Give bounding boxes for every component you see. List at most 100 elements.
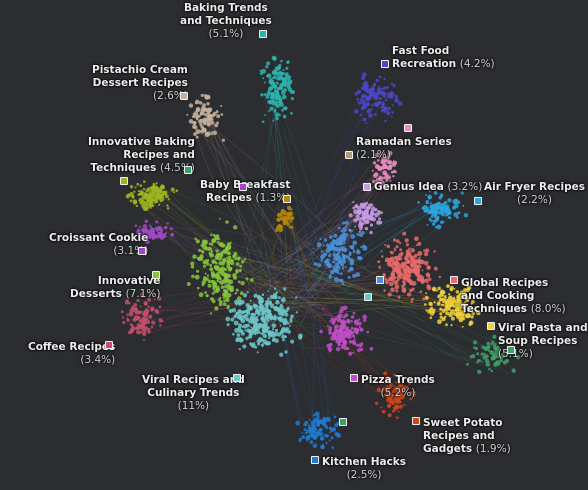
cluster-pizza — [319, 305, 374, 356]
graph-node — [157, 189, 161, 192]
graph-node — [256, 339, 262, 344]
graph-node — [186, 113, 189, 116]
graph-node — [343, 256, 346, 260]
graph-node — [135, 326, 139, 331]
graph-node — [393, 255, 397, 259]
graph-node — [333, 415, 337, 419]
graph-node — [242, 293, 248, 298]
graph-node — [287, 216, 291, 221]
edge — [196, 129, 328, 269]
graph-node — [362, 202, 367, 208]
graph-node — [304, 420, 309, 425]
graph-node — [268, 110, 271, 113]
graph-node — [282, 114, 287, 119]
graph-node — [240, 281, 245, 286]
edge — [283, 312, 307, 435]
graph-node — [385, 387, 388, 390]
graph-node — [389, 164, 393, 169]
graph-node — [142, 187, 146, 191]
graph-node — [329, 320, 332, 323]
graph-node — [239, 291, 244, 296]
graph-node — [459, 308, 462, 312]
graph-node — [398, 258, 401, 261]
graph-node — [207, 279, 212, 284]
graph-node — [436, 224, 442, 230]
graph-node — [425, 292, 428, 295]
label-kitchen-hacks: Kitchen Hacks (2.5%) — [322, 456, 407, 481]
graph-node — [263, 93, 267, 96]
graph-node — [404, 272, 409, 277]
graph-node — [271, 327, 275, 331]
graph-node — [275, 98, 278, 101]
graph-node — [210, 250, 214, 253]
graph-node — [271, 101, 276, 106]
graph-node — [210, 242, 214, 246]
graph-node — [461, 325, 464, 328]
graph-node — [281, 313, 285, 317]
graph-node — [206, 110, 211, 115]
graph-node — [278, 97, 283, 102]
graph-node — [351, 339, 356, 344]
graph-node — [155, 228, 158, 231]
graph-node — [386, 244, 391, 249]
marker-croissant — [138, 247, 146, 255]
graph-node — [253, 304, 259, 310]
marker-sweet-potato — [412, 417, 420, 425]
graph-node — [348, 253, 352, 256]
graph-node — [217, 265, 220, 268]
graph-node — [245, 336, 249, 341]
graph-node — [425, 272, 431, 277]
graph-node — [159, 324, 162, 327]
graph-node — [342, 260, 347, 264]
graph-node — [261, 120, 265, 124]
graph-node — [260, 93, 264, 97]
graph-node — [237, 323, 243, 328]
graph-node — [435, 219, 438, 222]
graph-node — [348, 340, 353, 344]
graph-node — [226, 260, 231, 266]
graph-node — [346, 326, 349, 329]
graph-node — [298, 335, 303, 340]
graph-node — [145, 308, 148, 311]
graph-node — [353, 109, 359, 114]
edge — [289, 219, 299, 333]
graph-node — [328, 439, 331, 442]
graph-node — [380, 160, 385, 164]
graph-node — [284, 81, 289, 86]
label-viral-pasta: Viral Pasta and Soup Recipes (5.1%) — [498, 322, 588, 360]
graph-node — [214, 255, 220, 260]
graph-node — [242, 323, 248, 329]
graph-node — [445, 311, 450, 316]
graph-node — [247, 329, 252, 334]
graph-node — [489, 350, 494, 355]
cluster-baking-trends — [259, 55, 296, 124]
graph-node — [378, 96, 382, 101]
graph-node — [290, 216, 294, 220]
graph-node — [350, 315, 355, 319]
graph-node — [455, 290, 460, 294]
graph-node — [374, 102, 379, 108]
graph-node — [355, 343, 359, 347]
graph-node — [136, 298, 140, 303]
graph-node — [339, 272, 343, 276]
graph-node — [435, 216, 440, 221]
edge — [137, 193, 309, 312]
graph-node — [476, 369, 482, 375]
graph-node — [330, 318, 336, 324]
graph-node — [139, 238, 142, 241]
edge — [281, 93, 389, 266]
graph-node — [406, 252, 411, 257]
cluster-innovative-desserts — [186, 217, 254, 315]
graph-node — [308, 419, 311, 421]
graph-node — [202, 264, 207, 268]
graph-node — [370, 215, 373, 219]
graph-node — [235, 337, 240, 342]
graph-node — [369, 91, 375, 97]
graph-node — [151, 189, 156, 194]
graph-node — [341, 282, 345, 285]
graph-node — [447, 210, 451, 215]
graph-node — [374, 113, 377, 117]
graph-node — [278, 100, 281, 104]
label-fast-food: Fast Food Recreation (4.2%) — [392, 45, 495, 70]
graph-node — [461, 311, 465, 316]
